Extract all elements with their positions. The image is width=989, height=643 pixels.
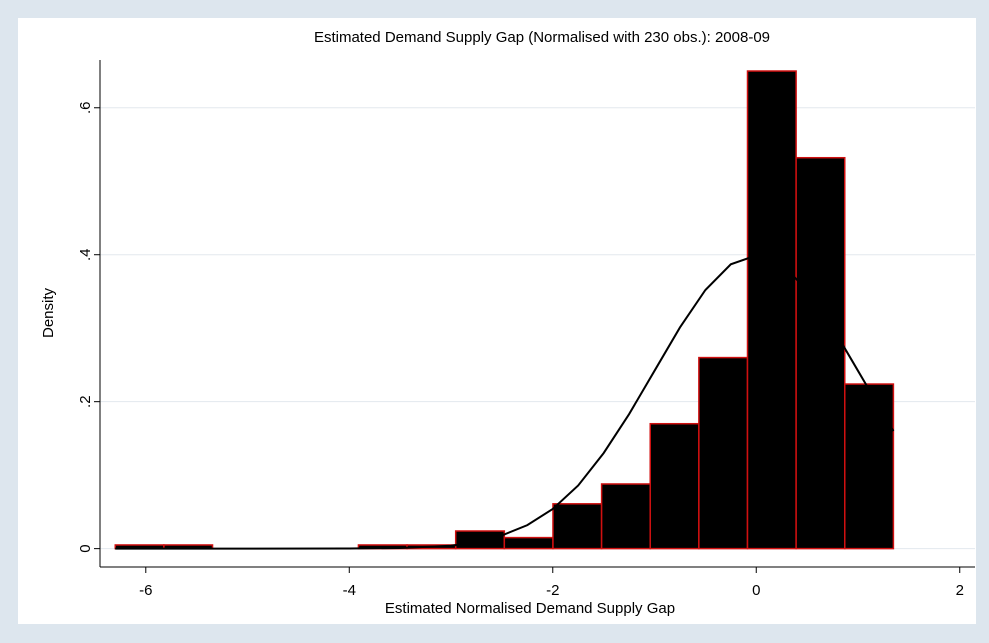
bar [649, 422, 700, 550]
y-tick-label: .4 [77, 248, 94, 261]
bar [795, 156, 846, 550]
bar [552, 503, 603, 550]
bar [746, 70, 797, 550]
bar [844, 383, 895, 550]
x-tick-label: 0 [752, 582, 760, 599]
x-tick-label: -2 [546, 582, 559, 599]
chart-title: Estimated Demand Supply Gap (Normalised … [314, 29, 770, 46]
bar [698, 356, 749, 550]
x-tick-label: 2 [956, 582, 964, 599]
y-tick-label: 0 [77, 544, 94, 552]
bar [503, 536, 554, 550]
y-tick-label: .6 [77, 102, 94, 115]
x-tick-label: -4 [343, 582, 356, 599]
y-axis-title: Density [40, 287, 57, 338]
bar [600, 483, 651, 550]
bar [454, 530, 506, 550]
x-axis-title: Estimated Normalised Demand Supply Gap [385, 600, 675, 617]
density-curve [115, 254, 895, 550]
x-tick-label: -6 [139, 582, 152, 599]
y-tick-label: .2 [77, 395, 94, 408]
